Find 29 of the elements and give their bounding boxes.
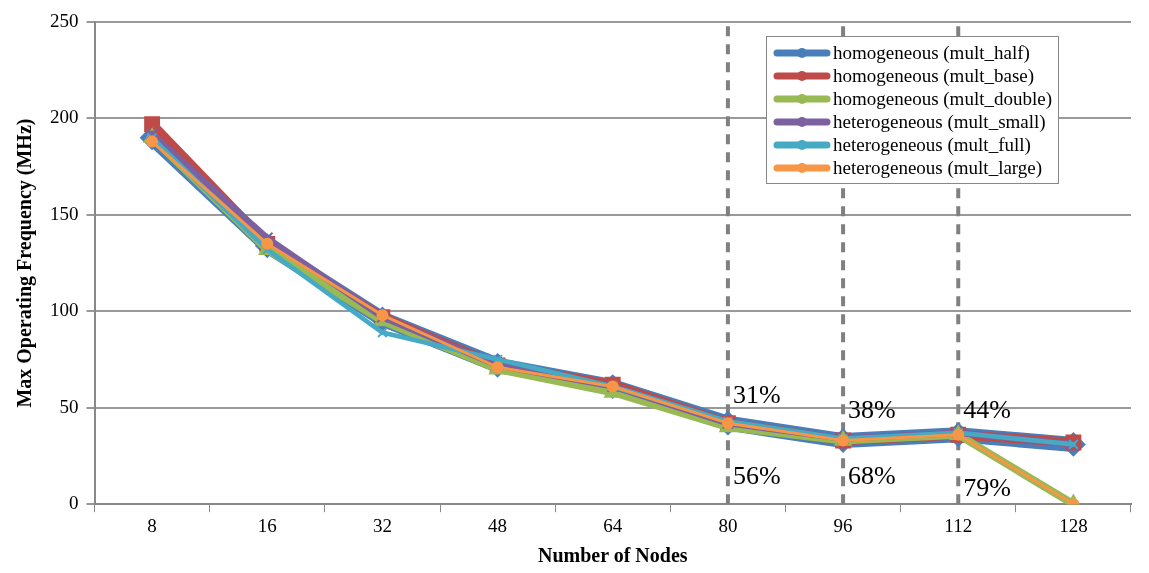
x-axis-title: Number of Nodes: [537, 544, 688, 567]
x-tick-label: 64: [603, 514, 623, 536]
y-tick-label: 250: [50, 9, 79, 31]
x-tick-label: 128: [1059, 514, 1088, 536]
annotation: 56%: [732, 461, 781, 491]
annotation: 68%: [848, 461, 896, 491]
legend-label: homogeneous (mult_double): [833, 87, 1052, 110]
x-tick-label: 112: [944, 514, 973, 536]
y-tick-label: 200: [50, 106, 79, 128]
x-tick-label: 8: [147, 514, 157, 536]
legend-label: heterogeneous (mult_full): [833, 133, 1031, 156]
y-axis-title: Max Operating Frequency (MHz): [13, 118, 37, 408]
x-tick-label: 96: [833, 514, 853, 536]
x-tick-label: 16: [257, 514, 277, 536]
x-tick-label: 32: [372, 514, 392, 536]
legend-label: homogeneous (mult_base): [833, 64, 1035, 87]
annotation: 44%: [963, 395, 1011, 425]
legend-label: homogeneous (mult_half): [833, 41, 1030, 64]
y-tick-label: 150: [50, 202, 79, 224]
legend-label: heterogeneous (mult_large): [833, 156, 1043, 179]
legend-label: heterogeneous (mult_small): [833, 110, 1046, 133]
x-tick-label: 80: [718, 514, 738, 536]
y-tick-label: 100: [50, 299, 79, 321]
annotation: 31%: [732, 380, 781, 410]
y-tick-label: 0: [69, 492, 79, 514]
x-tick-label: 48: [488, 514, 508, 536]
annotation: 38%: [848, 395, 896, 425]
annotation: 79%: [963, 472, 1011, 502]
y-tick-label: 50: [59, 395, 79, 417]
